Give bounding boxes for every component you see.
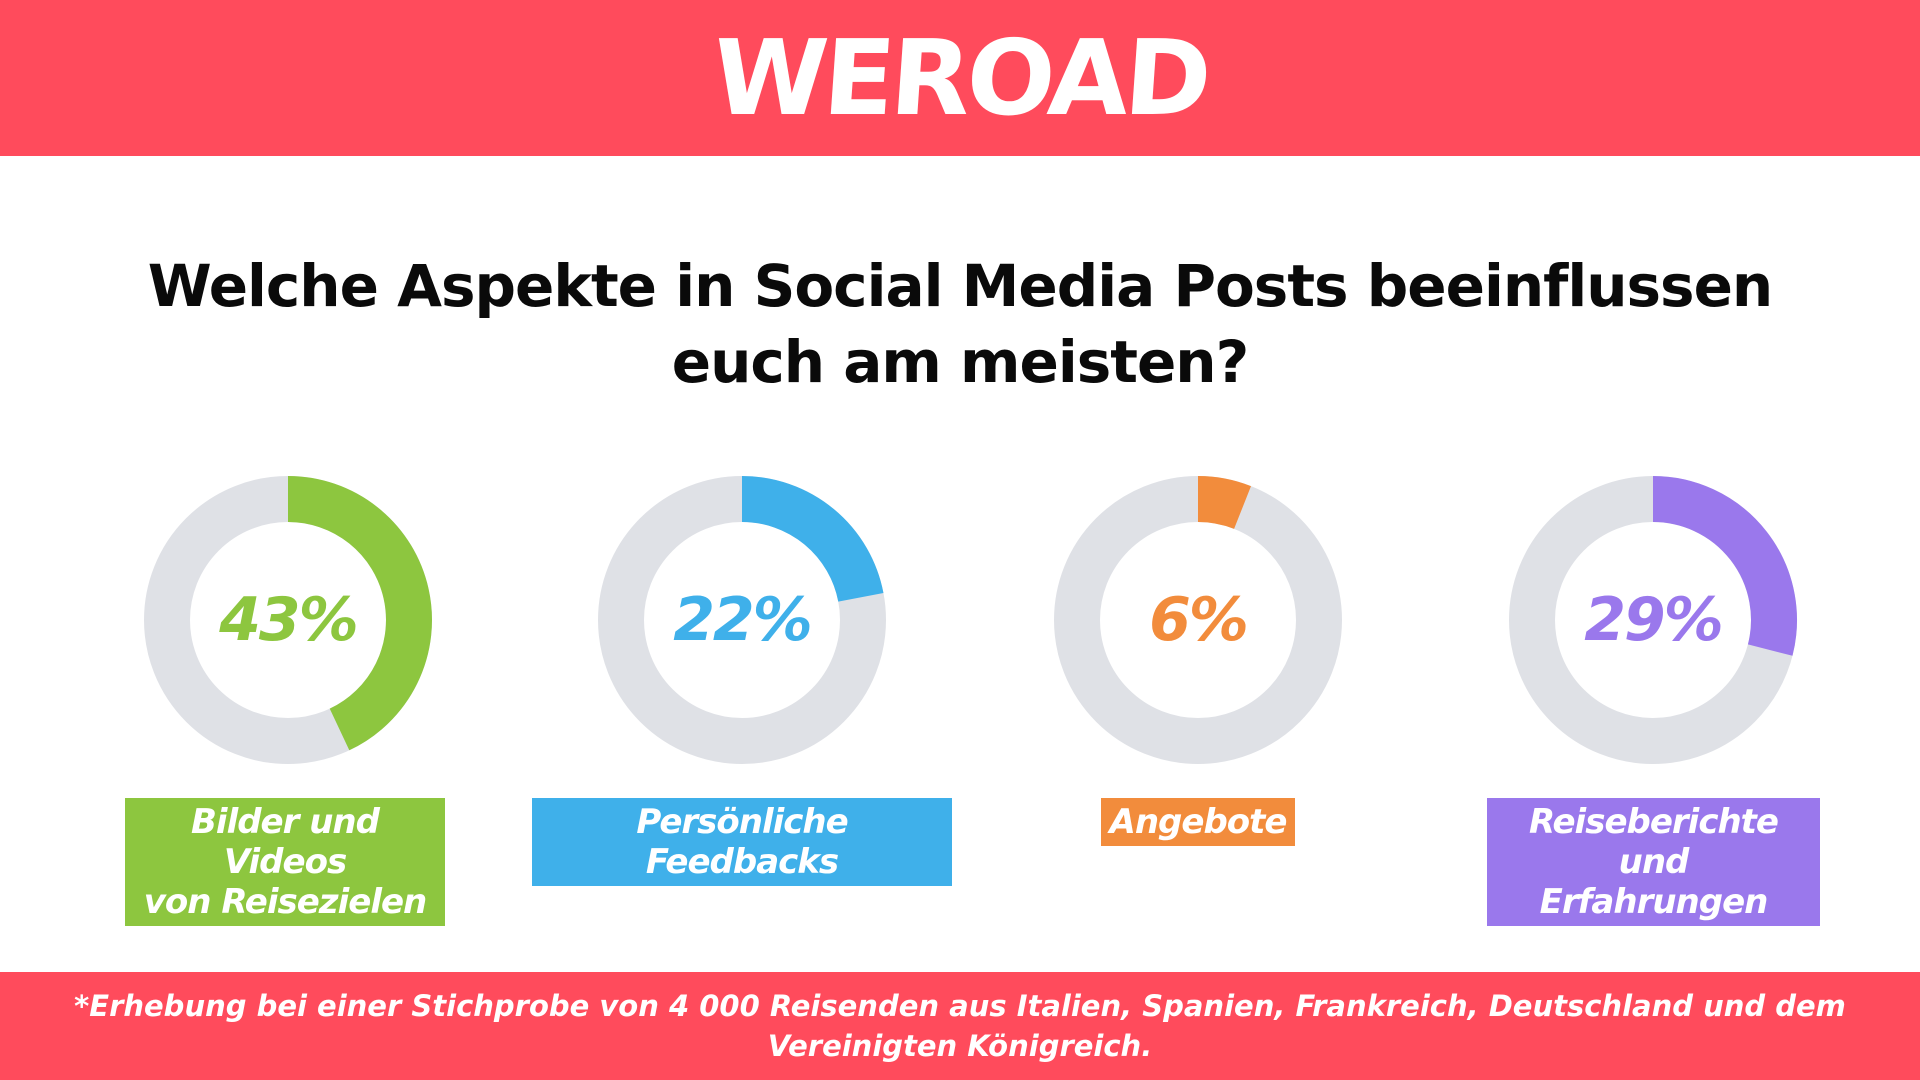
header-bar: WEROAD <box>0 0 1920 156</box>
category-label-4: Reiseberichte und Erfahrungen <box>1487 798 1820 926</box>
donut-4: 29% <box>1503 470 1803 770</box>
donut-1-value: 43% <box>219 585 359 655</box>
category-label-2: Persönliche Feedbacks <box>532 798 952 886</box>
category-label-1-line-1: Bilder und Videos <box>191 802 380 882</box>
category-label-3-line-1: Angebote <box>1109 802 1288 842</box>
weroad-logo: WEROAD <box>708 17 1212 139</box>
donut-1-svg <box>144 476 432 764</box>
donut-4-svg <box>1509 476 1797 764</box>
chart-title-line-1: Welche Aspekte in Social Media Posts bee… <box>147 252 1773 320</box>
donut-2: 22% <box>592 470 892 770</box>
donut-2-arc <box>741 476 884 603</box>
donut-3-value: 6% <box>1149 585 1249 655</box>
donut-3: 6% <box>1048 470 1348 770</box>
chart-title-line-2: euch am meisten? <box>671 328 1249 396</box>
donut-1: 43% <box>138 470 438 770</box>
donut-3-arc <box>1197 476 1252 530</box>
footnote-line-2: Vereinigten Königreich. <box>767 1029 1153 1063</box>
category-label-1-line-2: von Reisezielen <box>143 882 427 922</box>
donut-2-value: 22% <box>673 585 813 655</box>
donut-4-arc <box>1652 476 1797 656</box>
donut-4-value: 29% <box>1584 585 1724 655</box>
footnote-line-1: *Erhebung bei einer Stichprobe von 4 000… <box>74 989 1846 1023</box>
category-label-4-line-2: Erfahrungen <box>1539 882 1769 922</box>
footnote-bar: *Erhebung bei einer Stichprobe von 4 000… <box>0 972 1920 1080</box>
donut-2-svg <box>598 476 886 764</box>
donut-1-arc <box>287 476 432 751</box>
category-label-3: Angebote <box>1101 798 1295 846</box>
donut-charts: 43% 22% 6% 29% Bilder und Videos von Rei… <box>0 470 1920 926</box>
category-label-1: Bilder und Videos von Reisezielen <box>125 798 445 926</box>
chart-title: Welche Aspekte in Social Media Posts bee… <box>0 248 1920 400</box>
category-label-2-line-1: Persönliche Feedbacks <box>636 802 848 882</box>
donut-3-svg <box>1054 476 1342 764</box>
category-label-4-line-1: Reiseberichte und <box>1529 802 1779 882</box>
